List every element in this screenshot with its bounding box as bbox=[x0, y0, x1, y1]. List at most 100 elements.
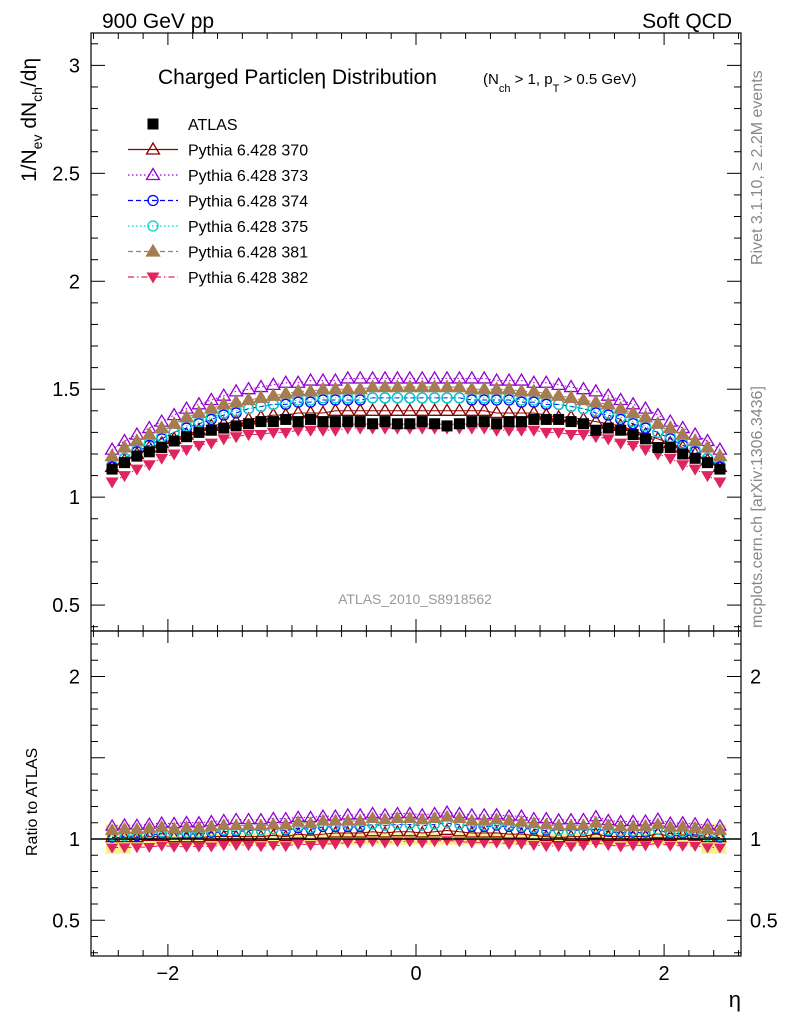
pythia-6-428-373-point bbox=[538, 374, 554, 388]
main-series-layer bbox=[104, 370, 728, 489]
pythia-6-428-382-ratio-point bbox=[130, 843, 143, 854]
pythia-6-428-382-ratio-point bbox=[614, 842, 627, 853]
pythia-6-428-373-point bbox=[228, 383, 244, 397]
atlas-point bbox=[404, 418, 416, 430]
pythia-6-428-370-ratio-point bbox=[241, 829, 256, 842]
atlas-point bbox=[218, 422, 230, 434]
pythia-6-428-375-line bbox=[111, 397, 721, 466]
pythia-6-428-370-ratio-point bbox=[452, 824, 467, 837]
pythia-6-428-382-point bbox=[701, 471, 715, 483]
pythia-6-428-381-ratio-point bbox=[687, 820, 703, 833]
pythia-6-428-382-point bbox=[539, 427, 553, 439]
pythia-6-428-382-ratio-point bbox=[589, 838, 602, 849]
pythia-6-428-382-point bbox=[316, 425, 330, 437]
pythia-6-428-382-point bbox=[576, 430, 590, 442]
atlas-point bbox=[143, 446, 155, 458]
pythia-6-428-381-ratio-point bbox=[650, 817, 666, 830]
pythia-6-428-382-point bbox=[564, 430, 578, 442]
pythia-6-428-381-ratio-point bbox=[464, 813, 479, 826]
ratio-ticks bbox=[91, 631, 741, 956]
pythia-6-428-382-point bbox=[266, 427, 280, 439]
legend-label: Pythia 6.428 382 bbox=[188, 270, 308, 287]
pythia-6-428-382-point bbox=[304, 425, 318, 437]
pythia-6-428-382-point bbox=[527, 425, 541, 437]
pythia-6-428-370-ratio-point bbox=[328, 825, 343, 838]
pythia-6-428-370-ratio-point bbox=[464, 825, 479, 838]
atlas-point bbox=[577, 418, 589, 430]
chart-title: Charged Particleη Distribution bbox=[158, 66, 437, 89]
atlas-point bbox=[491, 418, 503, 430]
pythia-6-428-370-ratio-point bbox=[551, 830, 566, 843]
pythia-6-428-375-point bbox=[416, 392, 428, 404]
atlas-point bbox=[453, 418, 465, 430]
pythia-6-428-382-point bbox=[713, 477, 727, 489]
pythia-6-428-382-ratio-point bbox=[403, 837, 416, 848]
collision-label: 900 GeV pp bbox=[102, 10, 214, 33]
pythia-6-428-382-point bbox=[242, 430, 256, 442]
pythia-6-428-370-ratio-point bbox=[402, 824, 417, 837]
ratio-frame bbox=[90, 630, 742, 957]
pythia-6-428-370-point bbox=[402, 403, 418, 416]
pythia-6-428-381-point bbox=[414, 379, 430, 393]
pythia-6-428-370-ratio-point bbox=[514, 826, 529, 839]
pythia-6-428-381-ratio-point bbox=[253, 818, 269, 831]
legend-item-atlas: ATLAS bbox=[147, 117, 238, 134]
pythia-6-428-381-point bbox=[476, 381, 492, 395]
pythia-6-428-382-ratio-point bbox=[689, 841, 702, 852]
pythia-6-428-381-ratio-point bbox=[477, 813, 492, 826]
pythia-6-428-370-point bbox=[513, 405, 530, 419]
pythia-6-428-381-ratio-point bbox=[377, 812, 393, 825]
legend: ATLAS Pythia 6.428 370 Pythia 6.428 373 Pyt… bbox=[128, 117, 308, 287]
pythia-6-428-381-point bbox=[464, 381, 480, 395]
pythia-6-428-370-ratio-point bbox=[365, 824, 380, 837]
pythia-6-428-381-point bbox=[104, 448, 120, 462]
atlas-point bbox=[664, 441, 676, 453]
pythia-6-428-382-point bbox=[142, 460, 156, 472]
pythia-6-428-370-point bbox=[340, 403, 356, 416]
pythia-6-428-382-ratio-point bbox=[230, 841, 243, 852]
pythia-6-428-382-ratio-point bbox=[329, 839, 342, 850]
pythia-6-428-382-point bbox=[676, 460, 690, 472]
pythia-6-428-382-point bbox=[638, 445, 652, 457]
rivet-label: Rivet 3.1.10, ≥ 2.2M events bbox=[749, 70, 766, 265]
pythia-6-428-375-point bbox=[441, 392, 453, 404]
pythia-6-428-382-point bbox=[279, 427, 293, 439]
pythia-6-428-381-point bbox=[600, 396, 616, 410]
pythia-6-428-381-point bbox=[513, 383, 530, 397]
pythia-6-428-381-ratio-point bbox=[514, 814, 529, 827]
pythia-6-428-382-ratio-point bbox=[168, 842, 181, 853]
pythia-6-428-373-point bbox=[240, 381, 257, 395]
legend-marker bbox=[145, 141, 161, 155]
pythia-6-428-381-point bbox=[116, 439, 133, 453]
pythia-6-428-381-ratio-point bbox=[452, 811, 467, 824]
pythia-6-428-382-point bbox=[217, 434, 231, 446]
atlas-point bbox=[305, 413, 317, 425]
pythia-6-428-382-ratio-point bbox=[341, 838, 354, 849]
pythia-6-428-370-ratio-point bbox=[340, 825, 355, 838]
atlas-point bbox=[590, 424, 602, 436]
mcplots-label: mcplots.cern.ch [arXiv:1306.3436] bbox=[749, 386, 766, 628]
main-ytick-label: 3 bbox=[69, 55, 80, 77]
pythia-6-428-381-point bbox=[501, 381, 517, 395]
pythia-6-428-382-ratio-point bbox=[155, 841, 168, 852]
atlas-point bbox=[466, 416, 478, 428]
legend-item-pythia-6-428-370: Pythia 6.428 370 bbox=[128, 141, 308, 160]
ratio-plot-panel: 0.5 0.5 1 1 2 2 −2 0 2 Ratio to ATLAS η bbox=[24, 630, 778, 1012]
pythia-6-428-370-ratio-point bbox=[353, 825, 368, 838]
pythia-6-428-375-point bbox=[379, 392, 391, 404]
pythia-6-428-382-ratio-point bbox=[254, 842, 267, 853]
pythia-6-428-370-ratio-point bbox=[291, 826, 306, 839]
pythia-6-428-381-ratio-point bbox=[427, 811, 442, 824]
pythia-6-428-381-ratio-point bbox=[191, 820, 207, 833]
pythia-6-428-381-ratio-point bbox=[625, 819, 641, 832]
pythia-6-428-382-point bbox=[601, 434, 615, 446]
legend-marker bbox=[147, 220, 159, 232]
atlas-point bbox=[615, 424, 627, 436]
pythia-6-428-370-point bbox=[501, 405, 517, 419]
pythia-6-428-382-point bbox=[663, 453, 677, 465]
pythia-6-428-370-ratio-point bbox=[439, 823, 455, 836]
pythia-6-428-375-point bbox=[453, 392, 466, 404]
pythia-6-428-370-ratio-point bbox=[576, 829, 591, 842]
ratio-ytick-label: 2 bbox=[69, 667, 80, 689]
pythia-6-428-382-ratio-point bbox=[565, 842, 578, 853]
